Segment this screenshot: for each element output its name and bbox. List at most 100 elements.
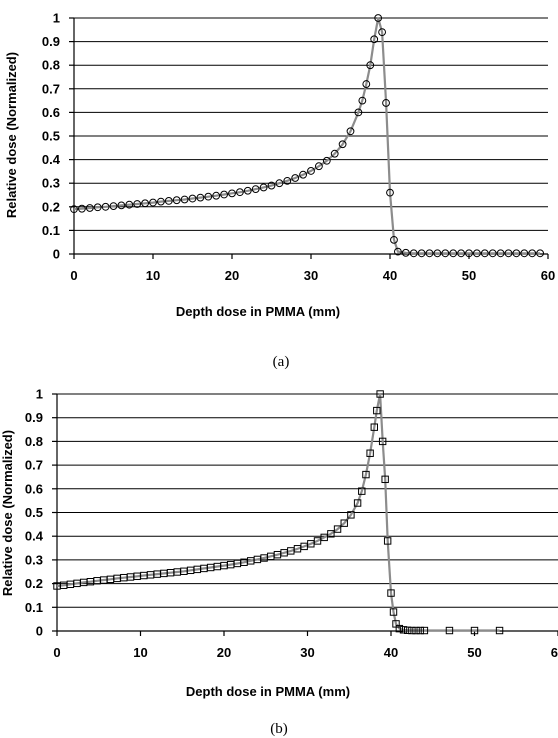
chart-a-axes (69, 17, 549, 259)
chart-b-data-point (399, 626, 408, 634)
chart-a-data-point (70, 205, 78, 214)
chart-a-data-point (449, 249, 458, 258)
chart-b-x-tick-label: 30 (300, 645, 314, 660)
chart-a-data-point (382, 99, 390, 107)
chart-a-data-point (133, 200, 142, 208)
chart-a-y-tick-label: 0.4 (42, 152, 61, 167)
chart-a-data-point (480, 249, 489, 258)
chart-b-data-point (327, 530, 335, 538)
chart-b-x-tick-label: 0 (53, 645, 60, 660)
chart-a-data-point (275, 179, 284, 188)
chart-b-x-tick-labels: 0 10 20 30 40 50 60 (53, 645, 558, 660)
chart-b-data-point (373, 406, 381, 415)
chart-a-x-axis-label: Depth dose in PMMA (mm) (176, 304, 340, 319)
chart-b-x-axis-label: Depth dose in PMMA (mm) (186, 684, 350, 699)
chart-a-data-point (236, 188, 244, 197)
chart-a-data-point (386, 188, 394, 197)
chart-b-y-tick-label: 0.7 (25, 458, 43, 473)
chart-a-data-point (212, 191, 221, 200)
chart-a-x-tick-label: 60 (541, 268, 555, 283)
chart-a-data-point (409, 249, 418, 258)
chart-a-data-points (70, 14, 544, 258)
chart-b-data-point (387, 589, 395, 597)
chart-panel-b: 0 0.1 0.2 0.3 0.4 0.5 0.6 0.7 0.8 0.9 1 0 10 20 30 40 5… (0, 387, 558, 737)
chart-a-series-line (73, 17, 541, 255)
chart-a-data-point (354, 108, 363, 117)
chart-b-data-point (470, 626, 479, 635)
chart-a-data-point (370, 35, 379, 44)
chart-a-y-axis-label: Relative dose (Normalized) (4, 52, 19, 218)
chart-a-data-point (125, 200, 134, 209)
chart-b-y-tick-label: 0.3 (25, 552, 43, 567)
chart-a-data-point (417, 249, 426, 258)
chart-a-data-point (157, 197, 165, 206)
chart-a-data-point (374, 14, 383, 22)
chart-b-data-point (376, 390, 384, 398)
chart-a-y-tick-label: 0 (53, 247, 60, 262)
chart-b-data-point (370, 423, 379, 431)
chart-a-data-point (117, 201, 126, 210)
chart-b-x-tick-label: 60 (551, 645, 558, 660)
chart-a-y-tick-label: 0.3 (42, 176, 60, 191)
chart-a-data-point (251, 185, 260, 194)
chart-a-data-point (378, 28, 387, 37)
chart-a-y-tick-label: 0.2 (42, 199, 60, 214)
chart-a-data-point (366, 61, 375, 70)
chart-a-y-tick-label: 0.9 (42, 34, 60, 49)
chart-a-data-point (164, 197, 173, 205)
chart-b-y-tick-label: 0.2 (25, 576, 43, 591)
chart-a-y-tick-label: 0.8 (42, 58, 60, 73)
chart-a-data-point (196, 193, 205, 202)
chart-b-data-point (383, 537, 392, 545)
chart-b-y-tick-label: 1 (36, 387, 43, 402)
chart-a-data-point (315, 162, 323, 171)
chart-a-data-point (473, 249, 481, 258)
chart-b-x-tick-label: 20 (217, 645, 231, 660)
chart-a-data-point (291, 174, 300, 182)
chart-a-data-point (307, 167, 315, 175)
chart-a-y-tick-label: 1 (53, 11, 60, 26)
chart-b-data-points (53, 390, 504, 635)
chart-a-data-point (188, 194, 197, 203)
chart-a-data-point (299, 170, 308, 179)
chart-a-data-point (338, 140, 347, 149)
chart-b-y-axis-label: Relative dose (Normalized) (0, 430, 15, 596)
chart-a-data-point (172, 196, 181, 205)
chart-a-x-tick-label: 50 (462, 268, 476, 283)
chart-a-data-point (322, 156, 331, 165)
chart-b-y-tick-label: 0.4 (25, 529, 44, 544)
chart-a-data-point (180, 195, 189, 204)
chart-b-data-point (366, 449, 374, 457)
chart-a-panel-caption: (a) (273, 354, 290, 370)
chart-a-data-point (390, 235, 398, 244)
chart-a-data-point (512, 249, 521, 258)
chart-b-y-tick-label: 0 (36, 624, 43, 639)
chart-a-data-point (149, 198, 157, 207)
chart-b-data-point (353, 499, 362, 507)
chart-b-y-tick-label: 0.6 (25, 481, 43, 496)
chart-b-data-point (495, 626, 504, 635)
chart-a-data-point (93, 203, 102, 212)
chart-a-data-point (78, 204, 86, 213)
chart-a-y-tick-label: 0.1 (42, 223, 60, 238)
chart-b-y-tick-label: 0.5 (25, 505, 43, 520)
chart-b-data-point (408, 626, 416, 635)
chart-a-data-point (401, 248, 410, 257)
chart-panel-a: 0 0.1 0.2 0.3 0.4 0.5 0.6 0.7 0.8 0.9 1 0 10 20 30 40 5… (4, 11, 555, 371)
chart-a-y-tick-labels: 0 0.1 0.2 0.3 0.4 0.5 0.6 0.7 0.8 0.9 1 (42, 11, 61, 262)
chart-a-x-tick-label: 20 (225, 268, 239, 283)
chart-b-x-tick-label: 10 (133, 645, 147, 660)
chart-b-y-tick-label: 0.8 (25, 434, 43, 449)
chart-a-data-point (243, 186, 252, 195)
chart-a-data-point (283, 176, 292, 185)
chart-a-data-point (141, 199, 150, 208)
chart-b-y-tick-label: 0.9 (25, 410, 43, 425)
chart-a-data-point (101, 202, 110, 211)
chart-b-data-point (445, 626, 454, 635)
chart-a-gridlines (74, 17, 548, 231)
chart-b-y-tick-label: 0.1 (25, 600, 43, 615)
chart-a-data-point (346, 127, 355, 136)
chart-b-x-tick-label: 40 (384, 645, 398, 660)
chart-a-x-tick-label: 10 (146, 268, 160, 283)
